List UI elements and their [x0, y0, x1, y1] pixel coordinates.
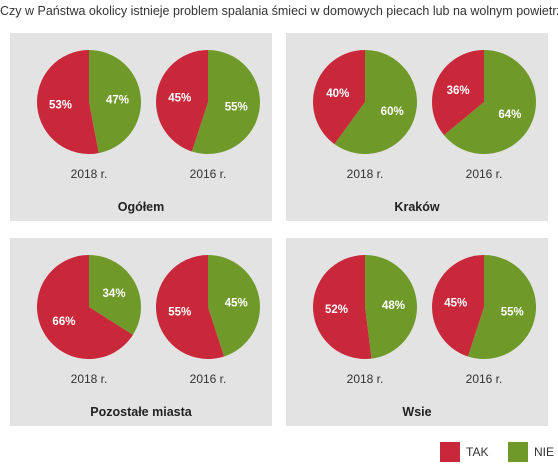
pie-data-label: 36%: [447, 85, 470, 97]
panel-title: Wsie: [402, 405, 432, 419]
pie-slice-nie: [89, 50, 142, 154]
pie-slice-nie: [89, 255, 142, 335]
pie-slice-tak: [37, 255, 133, 359]
legend-swatch-nie: [508, 442, 528, 462]
pie-data-label: 55%: [501, 306, 524, 318]
pie-data-label: 64%: [498, 109, 521, 121]
pie-chart: 34% 66%: [37, 255, 142, 359]
chart-panel: 34% 66% 2018 r. 45% 55% 2016 r. Pozostałe mias…: [10, 238, 272, 426]
pie-data-label: 52%: [325, 304, 348, 316]
pie-chart: 48% 52%: [313, 255, 418, 359]
chart-panel: 48% 52% 2018 r. 55% 45% 2016 r. Wsie: [286, 238, 548, 426]
chart-panel: 47% 53% 2018 r. 55% 45% 2016 r. Ogółem: [10, 33, 272, 221]
pie-data-label: 45%: [444, 298, 467, 310]
pie-slice-tak: [313, 50, 365, 145]
pie-year-label: 2018 r.: [346, 167, 384, 181]
pie-data-label: 34%: [103, 288, 126, 300]
pie-slice-tak: [155, 255, 225, 359]
pie-slice-nie: [443, 50, 536, 154]
pie-slice-nie: [191, 50, 261, 154]
pie-chart: 55% 45%: [156, 50, 261, 154]
panel-title: Kraków: [394, 200, 440, 214]
pie-slice-nie: [208, 255, 260, 357]
pie-year-label: 2018 r.: [346, 372, 384, 386]
pie-year-label: 2018 r.: [70, 167, 108, 181]
pie-slice-tak: [37, 50, 99, 154]
pie-data-label: 60%: [381, 106, 404, 118]
pie-chart: 64% 36%: [431, 50, 536, 154]
pie-slice-tak: [431, 50, 484, 136]
pie-data-label: 47%: [106, 94, 129, 106]
pie-year-label: 2018 r.: [70, 372, 108, 386]
pie-chart: 47% 53%: [37, 50, 142, 154]
pie-slice-tak: [313, 255, 372, 359]
pie-slice-nie: [365, 255, 418, 359]
pie-data-label: 66%: [52, 316, 75, 328]
pie-data-label: 55%: [225, 101, 248, 113]
pie-data-label: 45%: [225, 298, 248, 310]
pie-year-label: 2016 r.: [189, 167, 227, 181]
legend-label-tak: TAK: [466, 445, 489, 459]
pie-slice-nie: [467, 255, 537, 359]
pie-year-label: 2016 r.: [465, 372, 503, 386]
pie-data-label: 45%: [168, 93, 191, 105]
pie-year-label: 2016 r.: [189, 372, 227, 386]
pie-chart: 60% 40%: [313, 50, 418, 154]
pie-chart: 45% 55%: [155, 255, 260, 359]
pie-data-label: 55%: [168, 306, 191, 318]
panel-title: Ogółem: [117, 200, 165, 214]
pie-slice-nie: [334, 50, 418, 154]
pie-slice-tak: [432, 255, 484, 357]
pie-year-label: 2016 r.: [465, 167, 503, 181]
chart-title: Czy w Państwa okolicy istnieje problem s…: [0, 4, 558, 18]
pie-data-label: 53%: [49, 100, 72, 112]
panel-title: Pozostałe miasta: [90, 405, 192, 419]
pie-slice-tak: [156, 50, 208, 152]
pie-chart: 55% 45%: [432, 255, 537, 359]
legend-swatch-tak: [440, 442, 460, 462]
pie-data-label: 48%: [382, 300, 405, 312]
chart-panel: 60% 40% 2018 r. 64% 36% 2016 r. Kraków: [286, 33, 548, 221]
legend-label-nie: NIE: [534, 445, 555, 459]
pie-data-label: 40%: [326, 88, 349, 100]
